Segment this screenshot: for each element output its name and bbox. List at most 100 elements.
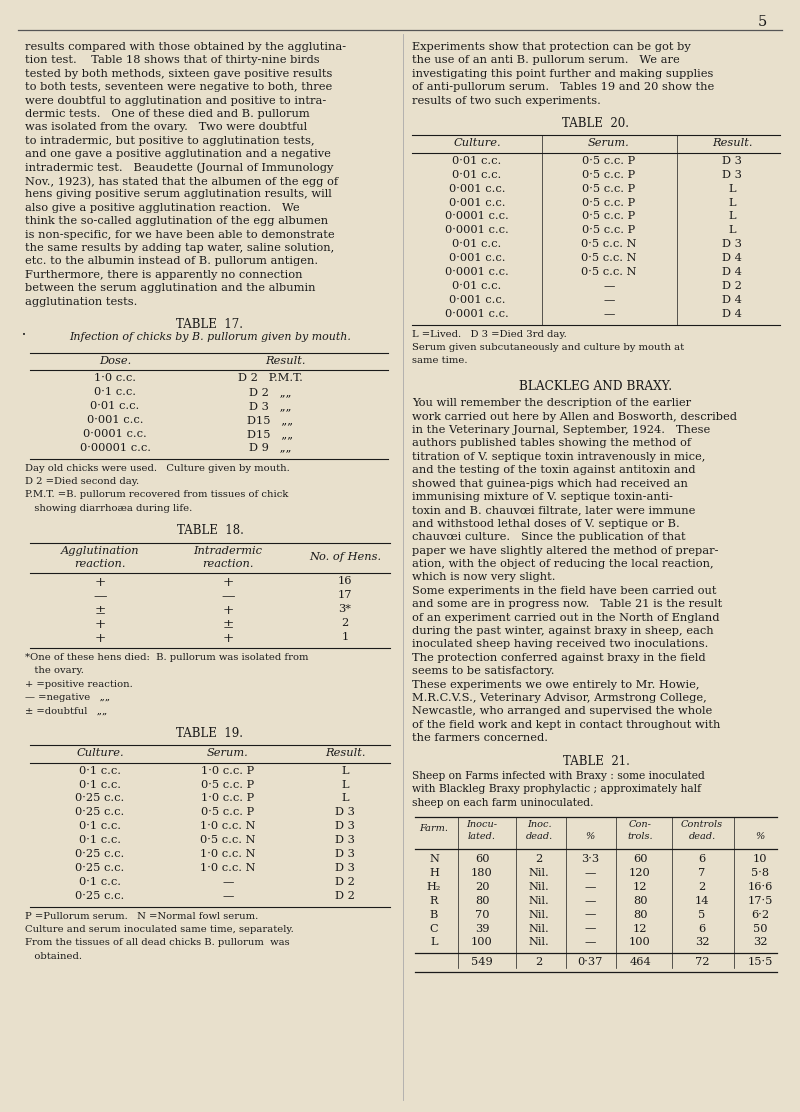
Text: Result.: Result.: [325, 748, 366, 758]
Text: think the so-called agglutination of the egg albumen: think the so-called agglutination of the…: [25, 216, 328, 226]
Text: 0·0001 c.c.: 0·0001 c.c.: [83, 429, 147, 439]
Text: D 2 =Died second day.: D 2 =Died second day.: [25, 477, 139, 486]
Text: Serum.: Serum.: [588, 138, 630, 148]
Text: Serum.: Serum.: [207, 748, 249, 758]
Text: —: —: [222, 891, 234, 901]
Text: 1·0 c.c. P: 1·0 c.c. P: [202, 794, 254, 804]
Text: L: L: [342, 794, 349, 804]
Text: Furthermore, there is apparently no connection: Furthermore, there is apparently no conn…: [25, 270, 302, 280]
Text: ±: ±: [222, 618, 234, 632]
Text: and some are in progress now.   Table 21 is the result: and some are in progress now. Table 21 i…: [412, 599, 722, 609]
Text: From the tissues of all dead chicks B. pullorum  was: From the tissues of all dead chicks B. p…: [25, 939, 290, 947]
Text: D 3: D 3: [722, 170, 742, 180]
Text: +: +: [94, 618, 106, 632]
Text: dermic tests.   One of these died and B. pullorum: dermic tests. One of these died and B. p…: [25, 109, 310, 119]
Text: N: N: [429, 854, 439, 864]
Text: 12: 12: [633, 882, 647, 892]
Text: +: +: [222, 576, 234, 589]
Text: —: —: [584, 895, 596, 905]
Text: D 3: D 3: [722, 156, 742, 166]
Text: H₂: H₂: [427, 882, 441, 892]
Text: P =Pullorum serum.   N =Normal fowl serum.: P =Pullorum serum. N =Normal fowl serum.: [25, 912, 258, 921]
Text: D 9   „„: D 9 „„: [249, 443, 291, 453]
Text: 0·5 c.c. N: 0·5 c.c. N: [582, 254, 637, 264]
Text: You will remember the description of the earlier: You will remember the description of the…: [412, 398, 691, 408]
Text: —: —: [584, 910, 596, 920]
Text: 0·5 c.c. P: 0·5 c.c. P: [202, 780, 254, 790]
Text: trols.: trols.: [627, 832, 653, 841]
Text: 0·5 c.c. P: 0·5 c.c. P: [582, 156, 635, 166]
Text: authors published tables showing the method of: authors published tables showing the met…: [412, 438, 691, 448]
Text: 5·8: 5·8: [751, 867, 769, 877]
Text: 3*: 3*: [338, 604, 351, 614]
Text: 6: 6: [698, 923, 706, 933]
Text: 0·1 c.c.: 0·1 c.c.: [79, 822, 121, 832]
Text: +: +: [222, 604, 234, 617]
Text: 0·0001 c.c.: 0·0001 c.c.: [445, 211, 509, 221]
Text: 15·5: 15·5: [747, 957, 773, 967]
Text: TABLE  18.: TABLE 18.: [177, 524, 243, 537]
Text: ± =doubtful   „„: ± =doubtful „„: [25, 706, 107, 715]
Text: 12: 12: [633, 923, 647, 933]
Text: 0·1 c.c.: 0·1 c.c.: [79, 877, 121, 887]
Text: was isolated from the ovary.   Two were doubtful: was isolated from the ovary. Two were do…: [25, 122, 307, 132]
Text: seems to be satisfactory.: seems to be satisfactory.: [412, 666, 554, 676]
Text: dead.: dead.: [688, 832, 716, 841]
Text: 0·25 c.c.: 0·25 c.c.: [75, 850, 125, 860]
Text: the use of an anti B. pullorum serum.   We are: the use of an anti B. pullorum serum. We…: [412, 56, 680, 66]
Text: 1·0 c.c. P: 1·0 c.c. P: [202, 766, 254, 776]
Text: obtained.: obtained.: [25, 952, 82, 961]
Text: 0·00001 c.c.: 0·00001 c.c.: [79, 443, 150, 453]
Text: between the serum agglutination and the albumin: between the serum agglutination and the …: [25, 284, 315, 294]
Text: 0·0001 c.c.: 0·0001 c.c.: [445, 267, 509, 277]
Text: 2: 2: [535, 854, 542, 864]
Text: L: L: [728, 183, 736, 193]
Text: 0·25 c.c.: 0·25 c.c.: [75, 794, 125, 804]
Text: Intradermic: Intradermic: [194, 546, 262, 556]
Text: %: %: [586, 832, 594, 841]
Text: L: L: [728, 226, 736, 236]
Text: 0·5 c.c. P: 0·5 c.c. P: [202, 807, 254, 817]
Text: to intradermic, but positive to agglutination tests,: to intradermic, but positive to agglutin…: [25, 136, 314, 146]
Text: Con-: Con-: [629, 821, 651, 830]
Text: D15   „„: D15 „„: [247, 415, 293, 425]
Text: Nov., 1923), has stated that the albumen of the egg of: Nov., 1923), has stated that the albumen…: [25, 176, 338, 187]
Text: D 4: D 4: [722, 254, 742, 264]
Text: Sheep on Farms infected with Braxy : some inoculated: Sheep on Farms infected with Braxy : som…: [412, 771, 705, 781]
Text: 0·1 c.c.: 0·1 c.c.: [79, 766, 121, 776]
Text: 0·001 c.c.: 0·001 c.c.: [449, 295, 506, 305]
Text: and one gave a positive agglutination and a negative: and one gave a positive agglutination an…: [25, 149, 331, 159]
Text: the farmers concerned.: the farmers concerned.: [412, 733, 548, 743]
Text: with Blackleg Braxy prophylactic ; approximately half: with Blackleg Braxy prophylactic ; appro…: [412, 784, 701, 794]
Text: and withstood lethal doses of V. septique or B.: and withstood lethal doses of V. septiqu…: [412, 519, 680, 529]
Text: Dose.: Dose.: [99, 356, 131, 366]
Text: 32: 32: [753, 937, 767, 947]
Text: 549: 549: [471, 957, 493, 967]
Text: Newcastle, who arranged and supervised the whole: Newcastle, who arranged and supervised t…: [412, 706, 712, 716]
Text: No. of Hens.: No. of Hens.: [309, 552, 381, 562]
Text: D 4: D 4: [722, 309, 742, 319]
Text: 0·01 c.c.: 0·01 c.c.: [452, 281, 502, 291]
Text: Culture and serum inoculated same time, separately.: Culture and serum inoculated same time, …: [25, 925, 294, 934]
Text: 16·6: 16·6: [747, 882, 773, 892]
Text: sheep on each farm uninoculated.: sheep on each farm uninoculated.: [412, 797, 594, 807]
Text: Inoc.: Inoc.: [526, 821, 551, 830]
Text: 17·5: 17·5: [747, 895, 773, 905]
Text: is non-specific, for we have been able to demonstrate: is non-specific, for we have been able t…: [25, 229, 334, 239]
Text: 50: 50: [753, 923, 767, 933]
Text: 0·5 c.c. N: 0·5 c.c. N: [582, 239, 637, 249]
Text: 16: 16: [338, 576, 352, 586]
Text: L: L: [342, 766, 349, 776]
Text: These experiments we owe entirely to Mr. Howie,: These experiments we owe entirely to Mr.…: [412, 679, 699, 689]
Text: 0·1 c.c.: 0·1 c.c.: [79, 780, 121, 790]
Text: 0·5 c.c. P: 0·5 c.c. P: [582, 211, 635, 221]
Text: etc. to the albumin instead of B. pullorum antigen.: etc. to the albumin instead of B. pullor…: [25, 257, 318, 267]
Text: Culture.: Culture.: [453, 138, 501, 148]
Text: were doubtful to agglutination and positive to intra-: were doubtful to agglutination and posit…: [25, 96, 326, 106]
Text: L: L: [342, 780, 349, 790]
Text: D 2: D 2: [722, 281, 742, 291]
Text: Some experiments in the field have been carried out: Some experiments in the field have been …: [412, 586, 717, 596]
Text: B: B: [430, 910, 438, 920]
Text: 0·01 c.c.: 0·01 c.c.: [452, 170, 502, 180]
Text: Nil.: Nil.: [529, 882, 550, 892]
